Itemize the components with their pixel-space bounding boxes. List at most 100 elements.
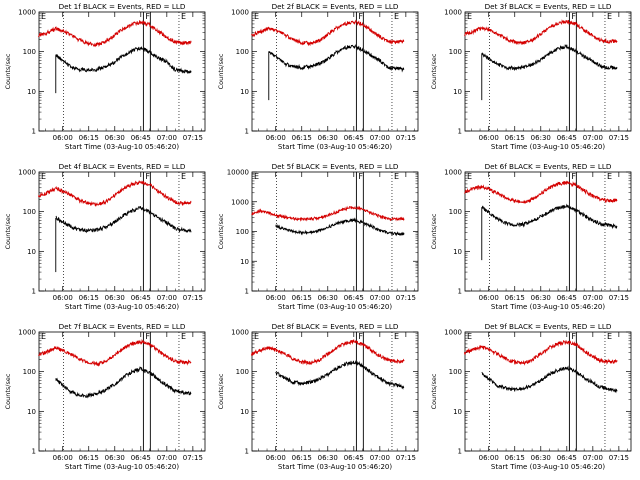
marker-label: E — [254, 332, 259, 341]
x-axis-label: Start Time (03-Aug-10 05:46:20) — [65, 303, 179, 311]
x-tick-label: 06:00 — [266, 134, 286, 142]
chart-svg: Det 3f BLACK = Events, RED = LLD 1 10 100 10… — [430, 2, 632, 151]
y-tick-label: 1000 — [231, 9, 249, 17]
lld-series-line — [463, 339, 618, 366]
plot-frame — [251, 171, 419, 292]
y-tick-label: 1 — [32, 128, 36, 136]
marker-label: E — [394, 172, 399, 181]
x-tick-label: 07:15 — [396, 294, 416, 302]
plot-frame — [38, 11, 206, 132]
y-axis-label: Counts/sec — [4, 53, 12, 89]
x-tick-label: 06:15 — [292, 454, 312, 462]
x-tick-label: 07:00 — [370, 134, 390, 142]
chart-title: Det 1f BLACK = Events, RED = LLD — [59, 2, 186, 11]
x-tick-label: 06:45 — [131, 294, 151, 302]
chart-title: Det 8f BLACK = Events, RED = LLD — [272, 322, 399, 331]
y-tick-label: 10 — [240, 88, 249, 96]
y-tick-label: 10 — [27, 248, 36, 256]
plot-frame — [464, 11, 632, 132]
y-tick-label: 1 — [458, 288, 462, 296]
marker-label: E — [607, 12, 612, 21]
chart-svg: Det 4f BLACK = Events, RED = LLD 1 10 100 10… — [4, 162, 206, 311]
chart-title: Det 9f BLACK = Events, RED = LLD — [485, 322, 612, 331]
x-tick-label: 06:30 — [318, 454, 338, 462]
marker-label: E — [254, 172, 259, 181]
y-tick-label: 1000 — [444, 329, 462, 337]
marker-label: F — [358, 12, 363, 21]
events-series-line — [481, 44, 618, 72]
lld-series-line — [38, 338, 192, 367]
y-tick-label: 100 — [449, 368, 462, 376]
y-tick-label: 10 — [453, 408, 462, 416]
y-axis-label: Counts/sec — [4, 213, 12, 249]
x-tick-label: 06:00 — [53, 454, 73, 462]
plot-frame — [464, 331, 632, 452]
x-tick-label: 06:15 — [505, 454, 525, 462]
x-tick-label: 06:45 — [344, 294, 364, 302]
y-axis-label: Counts/sec — [217, 53, 225, 89]
y-tick-label: 1 — [32, 448, 36, 456]
marker-label: E — [41, 332, 46, 341]
plot-frame — [464, 171, 632, 292]
y-tick-label: 1000 — [444, 9, 462, 17]
y-tick-label: 100 — [23, 208, 36, 216]
y-tick-label: 1 — [458, 448, 462, 456]
lld-series-line — [37, 19, 192, 48]
x-tick-label: 06:15 — [292, 294, 312, 302]
marker-label: E — [467, 12, 472, 21]
marker-label: F — [358, 172, 363, 181]
x-tick-label: 07:00 — [370, 294, 390, 302]
y-tick-label: 1000 — [231, 329, 249, 337]
y-tick-label: 1 — [245, 288, 249, 296]
events-series-line — [275, 360, 405, 390]
marker-label: E — [394, 332, 399, 341]
events-series-line — [55, 366, 192, 399]
x-tick-label: 07:15 — [183, 134, 203, 142]
y-tick-label: 10 — [27, 408, 36, 416]
y-axis-label: Counts/sec — [217, 213, 225, 249]
marker-label: F — [571, 172, 576, 181]
marker-label: E — [607, 332, 612, 341]
marker-label: E — [467, 332, 472, 341]
x-tick-label: 06:15 — [79, 134, 99, 142]
marker-label: E — [394, 12, 399, 21]
marker-label: E — [467, 172, 472, 181]
y-tick-label: 100 — [449, 208, 462, 216]
chart-svg: Det 5f BLACK = Events, RED = LLD 1 10 100 10… — [217, 162, 419, 311]
marker-label: F — [145, 172, 150, 181]
lld-series-line — [251, 19, 405, 47]
x-tick-label: 07:15 — [609, 294, 629, 302]
y-tick-label: 1000 — [444, 169, 462, 177]
x-axis-label: Start Time (03-Aug-10 05:46:20) — [491, 303, 605, 311]
y-tick-label: 100 — [236, 368, 249, 376]
x-tick-label: 06:45 — [557, 134, 577, 142]
lld-series-line — [464, 180, 618, 204]
x-tick-label: 06:45 — [131, 134, 151, 142]
x-tick-label: 06:45 — [344, 134, 364, 142]
x-tick-label: 06:45 — [557, 454, 577, 462]
lld-series-line — [37, 180, 192, 207]
chart-panel-4: Det 4f BLACK = Events, RED = LLD 1 10 100 10… — [0, 160, 213, 320]
x-tick-label: 06:30 — [531, 134, 551, 142]
y-tick-label: 100 — [236, 228, 249, 236]
marker-label: F — [571, 12, 576, 21]
x-axis-label: Start Time (03-Aug-10 05:46:20) — [65, 463, 179, 471]
x-tick-label: 06:15 — [505, 294, 525, 302]
y-tick-label: 10000 — [227, 169, 249, 177]
chart-panel-6: Det 6f BLACK = Events, RED = LLD 1 10 100 10… — [426, 160, 639, 320]
chart-panel-3: Det 3f BLACK = Events, RED = LLD 1 10 100 10… — [426, 0, 639, 160]
plot-frame — [251, 11, 419, 132]
x-tick-label: 06:30 — [105, 454, 125, 462]
chart-title: Det 5f BLACK = Events, RED = LLD — [272, 162, 399, 171]
x-tick-label: 07:15 — [609, 134, 629, 142]
chart-title: Det 2f BLACK = Events, RED = LLD — [272, 2, 399, 11]
x-tick-label: 06:30 — [105, 294, 125, 302]
x-axis-label: Start Time (03-Aug-10 05:46:20) — [278, 303, 392, 311]
marker-label: E — [181, 172, 186, 181]
x-tick-label: 06:00 — [479, 134, 499, 142]
y-tick-label: 1000 — [18, 329, 36, 337]
marker-label: F — [358, 332, 363, 341]
chart-title: Det 6f BLACK = Events, RED = LLD — [485, 162, 612, 171]
lld-series-line — [250, 338, 405, 366]
marker-label: E — [41, 12, 46, 21]
